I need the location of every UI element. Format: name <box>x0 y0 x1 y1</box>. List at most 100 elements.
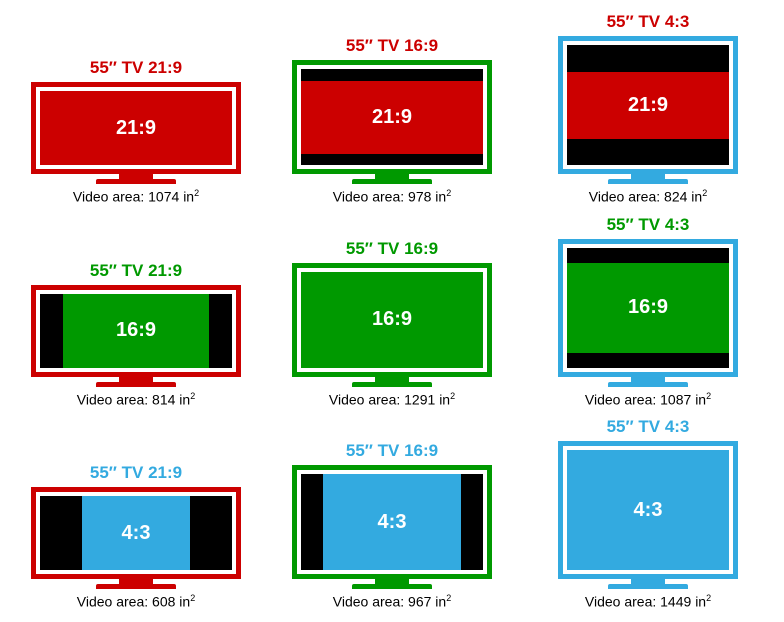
caption-exponent: 2 <box>706 391 711 401</box>
caption-prefix: Video area: <box>585 594 660 610</box>
caption-exponent: 2 <box>190 391 195 401</box>
content-area: 4:3 <box>567 450 729 570</box>
tv-cell: 55″ TV 4:3 21:9 Video area: 824 in2 <box>532 12 764 205</box>
tv-bezel: 21:9 <box>558 36 738 174</box>
tv-cell: 55″ TV 4:3 4:3 Video area: 1449 in2 <box>532 417 764 610</box>
caption-value: 978 <box>408 189 431 205</box>
tv-screen: 21:9 <box>301 69 483 165</box>
tv-title: 55″ TV 21:9 <box>90 463 182 483</box>
content-label: 4:3 <box>634 499 663 522</box>
caption-unit: in <box>183 189 194 205</box>
caption-value: 608 <box>152 594 175 610</box>
video-area-caption: Video area: 1087 in2 <box>585 391 711 408</box>
caption-prefix: Video area: <box>77 391 152 407</box>
caption-prefix: Video area: <box>585 391 660 407</box>
content-label: 21:9 <box>628 94 668 117</box>
caption-unit: in <box>691 189 702 205</box>
caption-unit: in <box>439 391 450 407</box>
content-area: 16:9 <box>567 263 729 353</box>
tv-title: 55″ TV 4:3 <box>607 12 690 32</box>
video-area-caption: Video area: 1291 in2 <box>329 391 455 408</box>
video-area-caption: Video area: 608 in2 <box>77 593 195 610</box>
tv-bezel: 4:3 <box>558 441 738 579</box>
caption-unit: in <box>179 391 190 407</box>
caption-value: 1087 <box>660 391 691 407</box>
content-label: 21:9 <box>116 117 156 140</box>
tv-title: 55″ TV 16:9 <box>346 36 438 56</box>
video-area-caption: Video area: 1449 in2 <box>585 593 711 610</box>
tv-cell: 55″ TV 16:9 4:3 Video area: 967 in2 <box>276 441 508 610</box>
content-area: 21:9 <box>40 91 232 165</box>
caption-exponent: 2 <box>450 391 455 401</box>
tv-title: 55″ TV 4:3 <box>607 417 690 437</box>
content-label: 21:9 <box>372 106 412 129</box>
tv-stand-base <box>96 179 176 184</box>
tv-stand-base <box>352 179 432 184</box>
tv-screen: 4:3 <box>40 496 232 570</box>
tv-title: 55″ TV 21:9 <box>90 261 182 281</box>
tv-stand-base <box>608 179 688 184</box>
tv-bezel: 16:9 <box>292 263 492 377</box>
tv-stand-base <box>608 382 688 387</box>
tv-screen: 21:9 <box>567 45 729 165</box>
tv-stand-base <box>352 584 432 589</box>
tv-title: 55″ TV 16:9 <box>346 239 438 259</box>
tv-stand-neck <box>375 377 409 382</box>
caption-unit: in <box>435 594 446 610</box>
content-area: 4:3 <box>82 496 190 570</box>
content-area: 16:9 <box>63 294 209 368</box>
content-label: 16:9 <box>372 308 412 331</box>
video-area-caption: Video area: 978 in2 <box>333 188 451 205</box>
tv-bezel: 21:9 <box>31 82 241 174</box>
tv-cell: 55″ TV 4:3 16:9 Video area: 1087 in2 <box>532 215 764 408</box>
tv-stand-neck <box>631 377 665 382</box>
caption-value: 824 <box>664 189 687 205</box>
tv-bezel: 16:9 <box>31 285 241 377</box>
tv-cell: 55″ TV 21:9 4:3 Video area: 608 in2 <box>20 463 252 610</box>
caption-unit: in <box>179 594 190 610</box>
tv-bezel: 21:9 <box>292 60 492 174</box>
content-label: 4:3 <box>122 522 151 545</box>
tv-title: 55″ TV 4:3 <box>607 215 690 235</box>
content-area: 21:9 <box>567 72 729 139</box>
tv-title: 55″ TV 16:9 <box>346 441 438 461</box>
tv-screen: 16:9 <box>301 272 483 368</box>
tv-screen: 4:3 <box>301 474 483 570</box>
content-area: 21:9 <box>301 81 483 154</box>
caption-prefix: Video area: <box>77 594 152 610</box>
tv-stand-base <box>352 382 432 387</box>
tv-cell: 55″ TV 16:9 21:9 Video area: 978 in2 <box>276 36 508 205</box>
caption-exponent: 2 <box>446 188 451 198</box>
tv-stand-base <box>96 382 176 387</box>
content-label: 4:3 <box>378 511 407 534</box>
caption-prefix: Video area: <box>333 594 408 610</box>
tv-comparison-grid: 55″ TV 21:9 21:9 Video area: 1074 in2 55″ T… <box>20 12 764 610</box>
tv-screen: 21:9 <box>40 91 232 165</box>
tv-screen: 16:9 <box>567 248 729 368</box>
tv-bezel: 4:3 <box>31 487 241 579</box>
caption-prefix: Video area: <box>589 189 664 205</box>
caption-prefix: Video area: <box>333 189 408 205</box>
caption-exponent: 2 <box>702 188 707 198</box>
caption-unit: in <box>695 391 706 407</box>
content-area: 4:3 <box>323 474 461 570</box>
video-area-caption: Video area: 1074 in2 <box>73 188 199 205</box>
caption-exponent: 2 <box>446 593 451 603</box>
content-label: 16:9 <box>116 319 156 342</box>
caption-unit: in <box>435 189 446 205</box>
tv-screen: 4:3 <box>567 450 729 570</box>
content-area: 16:9 <box>301 272 483 368</box>
caption-value: 1291 <box>404 391 435 407</box>
tv-cell: 55″ TV 16:9 16:9 Video area: 1291 in2 <box>276 239 508 408</box>
video-area-caption: Video area: 967 in2 <box>333 593 451 610</box>
caption-value: 814 <box>152 391 175 407</box>
caption-unit: in <box>695 594 706 610</box>
tv-title: 55″ TV 21:9 <box>90 58 182 78</box>
caption-value: 1449 <box>660 594 691 610</box>
video-area-caption: Video area: 814 in2 <box>77 391 195 408</box>
tv-cell: 55″ TV 21:9 16:9 Video area: 814 in2 <box>20 261 252 408</box>
tv-screen: 16:9 <box>40 294 232 368</box>
tv-stand-base <box>96 584 176 589</box>
caption-exponent: 2 <box>706 593 711 603</box>
caption-prefix: Video area: <box>73 189 148 205</box>
